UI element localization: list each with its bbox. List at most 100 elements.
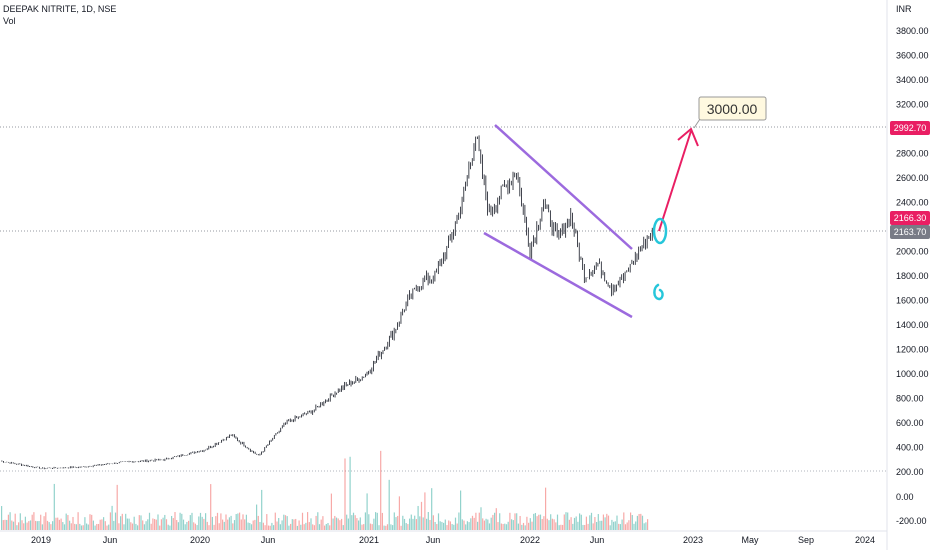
volume-bar <box>6 519 8 530</box>
scribble-marker[interactable] <box>653 283 664 301</box>
volume-bar <box>264 525 266 530</box>
volume-bar <box>318 524 321 530</box>
volume-bar <box>165 519 168 530</box>
price-axis[interactable]: 3800.003600.003400.003200.003000.002800.… <box>896 26 929 526</box>
badge-prev-box <box>890 225 930 239</box>
volume-bar <box>512 520 514 530</box>
volume-bar <box>9 512 11 530</box>
volume-bar <box>349 456 351 530</box>
volume-bar <box>135 523 137 530</box>
volume-bar <box>77 512 79 530</box>
volume-bar <box>533 513 535 530</box>
volume-bar <box>386 524 389 530</box>
volume-bar <box>160 519 162 530</box>
volume-bar <box>116 484 118 530</box>
volume-bar <box>188 520 190 530</box>
target-callout[interactable]: 3000.00 <box>693 96 767 129</box>
volume-bar <box>261 489 263 530</box>
volume-bar <box>109 512 111 530</box>
volume-bar <box>363 524 365 530</box>
volume-label: Vol <box>3 16 16 26</box>
volume-bar <box>422 517 424 530</box>
volume-bar <box>125 513 127 530</box>
volume-bar <box>312 524 314 530</box>
volume-bar <box>397 515 399 530</box>
lower-trendline[interactable] <box>483 231 633 319</box>
volume-bar <box>150 523 152 530</box>
time-axis[interactable]: 2019 Jun 2020 Jun 2021 Jun 2022 Jun 2023 May Sep 20… <box>31 535 875 545</box>
volume-bar <box>444 519 446 530</box>
volume-bar <box>473 517 475 530</box>
badge-high: 2992.70 <box>890 121 930 135</box>
volume-bar <box>67 515 69 530</box>
volume-bar <box>347 518 349 530</box>
volume-bar <box>329 525 331 530</box>
volume-bar <box>293 519 295 530</box>
volume-bar <box>485 518 487 530</box>
volume-bar <box>631 515 633 530</box>
volume-bar <box>189 515 191 530</box>
volume-bar <box>466 521 468 530</box>
volume-bar <box>599 520 601 530</box>
volume-bar <box>290 523 292 530</box>
volume-bar <box>313 525 315 530</box>
volume-bar <box>424 492 426 530</box>
volume-bar <box>291 519 293 530</box>
price-tick-label: 2800.00 <box>896 149 929 159</box>
volume-bar <box>487 519 489 530</box>
volume-bar <box>106 525 108 530</box>
volume-bar <box>184 524 186 530</box>
volume-bar <box>337 518 339 530</box>
volume-bar <box>521 524 523 530</box>
volume-tick-label: -200.00 <box>896 516 927 526</box>
volume-bar <box>322 516 324 530</box>
volume-bar <box>393 512 395 530</box>
callout-box <box>698 96 767 121</box>
volume-bar <box>548 520 550 530</box>
volume-bar <box>477 521 479 530</box>
volume-bar <box>179 512 181 530</box>
volume-bar <box>538 514 540 530</box>
volume-bar <box>432 515 434 530</box>
time-tick-label: Jun <box>590 535 605 545</box>
volume-bar <box>468 522 470 530</box>
volume-bar <box>181 513 183 530</box>
volume-bar <box>536 516 538 530</box>
volume-bar <box>567 512 569 530</box>
volume-bar <box>138 515 140 530</box>
volume-bar <box>213 524 215 530</box>
volume-bar <box>152 518 154 530</box>
circle-marker[interactable] <box>652 217 668 245</box>
volume-bar <box>572 523 574 530</box>
volume-bar <box>21 520 23 530</box>
volume-bar <box>14 513 16 530</box>
volume-bar <box>409 518 411 530</box>
volume-bar <box>104 521 106 530</box>
volume-bar <box>159 525 161 530</box>
volume-bar <box>140 515 142 530</box>
volume-bar <box>103 517 105 530</box>
volume-bar <box>478 512 480 530</box>
volume-bar <box>267 525 270 530</box>
volume-bar <box>609 525 611 530</box>
volume-bar <box>203 518 205 530</box>
volume-bar <box>69 520 71 530</box>
volume-bar <box>84 517 86 530</box>
volume-bar <box>511 519 513 530</box>
volume-bar <box>182 519 185 530</box>
volume-bar <box>157 514 159 530</box>
volume-bar <box>410 514 412 530</box>
volume-bar <box>366 493 368 530</box>
volume-bar <box>400 525 402 530</box>
volume-bar <box>86 523 88 530</box>
volume-bar <box>38 521 40 530</box>
volume-bar <box>300 524 302 530</box>
time-tick-label: 2021 <box>359 535 379 545</box>
upper-trendline[interactable] <box>494 124 633 250</box>
projection-arrow[interactable] <box>658 127 699 232</box>
volume-bar <box>315 515 317 530</box>
time-tick-label: 2024 <box>855 535 875 545</box>
volume-tick-label: 0.00 <box>896 492 914 502</box>
price-tick-label: 3600.00 <box>896 51 929 61</box>
